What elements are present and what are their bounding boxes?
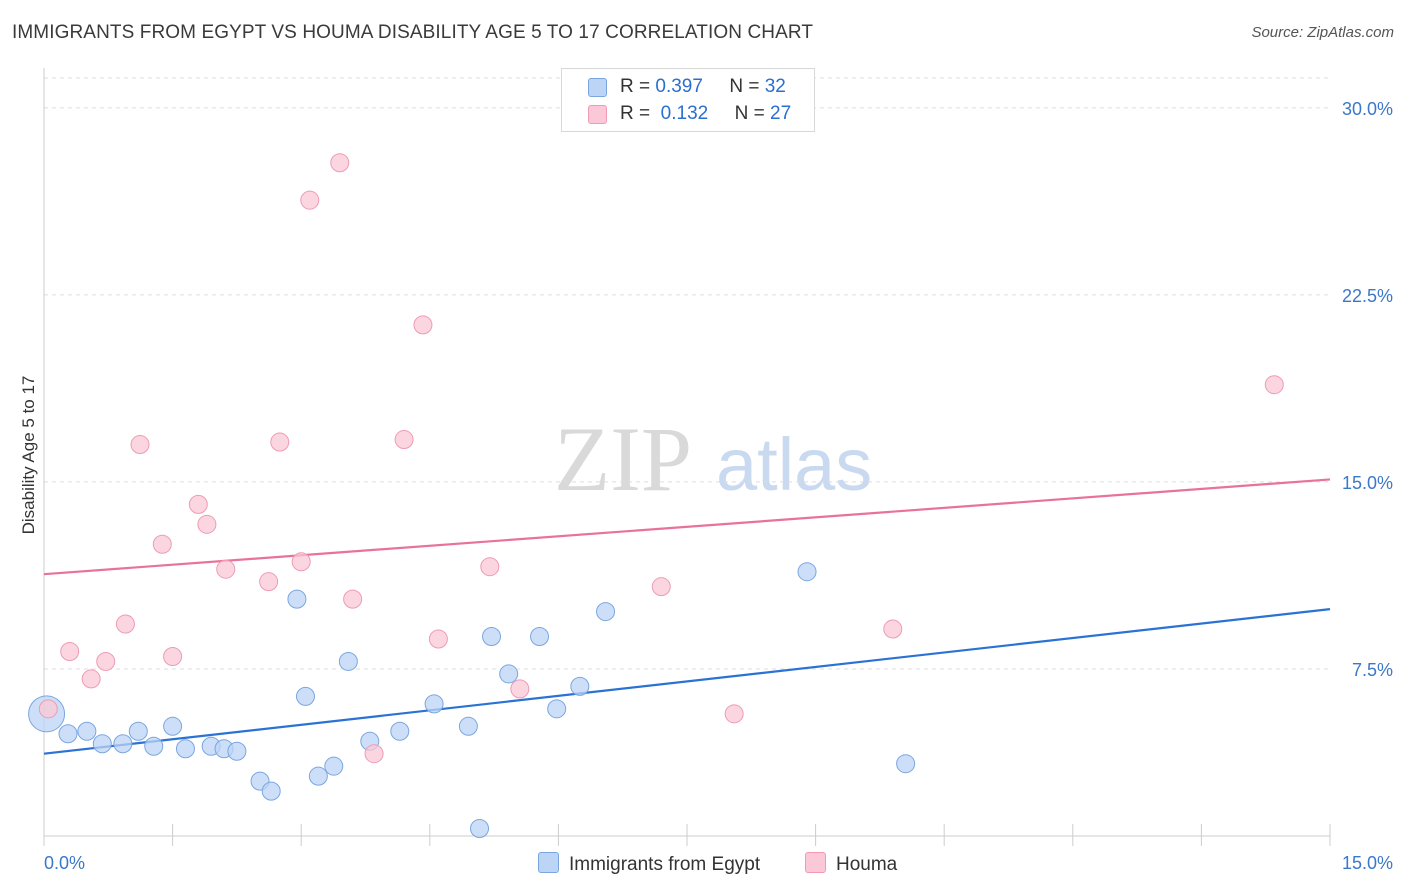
egypt-point <box>482 627 502 647</box>
legend-item-houma: Houma <box>805 852 897 876</box>
egypt-point <box>530 627 550 647</box>
houma-legend-swatch <box>805 852 826 873</box>
legend-item-egypt: Immigrants from Egypt <box>538 852 760 876</box>
egypt-point <box>308 766 328 786</box>
n-label: N = <box>729 76 760 97</box>
egypt-point <box>797 562 817 582</box>
egypt-point <box>424 694 444 714</box>
houma-point <box>1264 375 1284 395</box>
egypt-point <box>390 721 410 741</box>
egypt-point <box>77 721 97 741</box>
houma-point <box>188 494 208 514</box>
houma-trend-line <box>43 478 1331 576</box>
y-tick-label: 7.5% <box>1352 660 1393 680</box>
houma-point <box>291 552 311 572</box>
y-tick-label: 22.5% <box>1342 286 1393 306</box>
egypt-point <box>128 721 148 741</box>
houma-point <box>163 646 183 666</box>
houma-point <box>480 557 500 577</box>
egypt-point <box>499 664 519 684</box>
egypt-point <box>163 716 183 736</box>
houma-point <box>428 629 448 649</box>
trend-lines <box>43 478 1331 755</box>
houma-point <box>130 435 150 455</box>
r-label: R = <box>620 103 651 124</box>
egypt-point <box>261 781 281 801</box>
correlation-legend: R = 0.397 N = 32 R = 0.132 N = 27 <box>561 68 815 132</box>
egypt-point <box>113 734 133 754</box>
tick-labels: 7.5% 15.0% 22.5% 30.0% 0.0% 15.0% <box>44 99 1393 873</box>
houma-point <box>197 514 217 534</box>
houma-point <box>510 679 530 699</box>
y-axis-label: Disability Age 5 to 17 <box>19 376 38 535</box>
egypt-point <box>295 686 315 706</box>
x-tick-label-min: 0.0% <box>44 853 85 873</box>
houma-point <box>38 699 58 719</box>
houma-point <box>300 190 320 210</box>
n-value: 27 <box>770 103 792 124</box>
houma-point <box>216 559 236 579</box>
houma-point <box>96 651 116 671</box>
egypt-legend-label: Immigrants from Egypt <box>569 854 761 875</box>
houma-point <box>259 572 279 592</box>
houma-point <box>115 614 135 634</box>
houma-swatch <box>588 105 607 124</box>
egypt-point <box>58 724 78 744</box>
egypt-point <box>227 741 247 761</box>
houma-legend-label: Houma <box>836 854 898 875</box>
r-label: R = <box>620 76 651 97</box>
egypt-point <box>458 716 478 736</box>
n-label: N = <box>734 103 765 124</box>
egypt-point <box>896 754 916 774</box>
chart-title: IMMIGRANTS FROM EGYPT VS HOUMA DISABILIT… <box>12 22 814 43</box>
r-value: 0.132 <box>660 103 709 124</box>
n-value: 32 <box>764 76 786 97</box>
egypt-point <box>547 699 567 719</box>
y-tick-label: 15.0% <box>1342 473 1393 493</box>
houma-point <box>81 669 101 689</box>
houma-point <box>651 577 671 597</box>
egypt-point <box>144 736 164 756</box>
houma-point <box>270 432 290 452</box>
egypt-point <box>324 756 344 776</box>
r-value: 0.397 <box>655 76 703 97</box>
egypt-point <box>570 676 590 696</box>
houma-point <box>152 534 172 554</box>
egypt-point <box>175 739 195 759</box>
x-tick-label-max: 15.0% <box>1342 853 1393 873</box>
houma-point <box>883 619 903 639</box>
egypt-legend-swatch <box>538 852 559 873</box>
houma-point <box>364 744 384 764</box>
egypt-point <box>470 819 490 839</box>
egypt-trend-line <box>43 608 1331 755</box>
source-label: Source: ZipAtlas.com <box>1251 24 1394 41</box>
watermark-zip: ZIP <box>554 408 692 510</box>
houma-point <box>330 153 350 173</box>
houma-point <box>343 589 363 609</box>
houma-point <box>413 315 433 335</box>
grid-lines <box>44 77 1330 670</box>
egypt-swatch <box>588 78 607 97</box>
y-tick-label: 30.0% <box>1342 99 1393 119</box>
houma-point <box>60 641 80 661</box>
data-points <box>28 153 1284 839</box>
egypt-point <box>92 734 112 754</box>
houma-point <box>394 430 414 450</box>
egypt-point <box>338 651 358 671</box>
houma-point <box>724 704 744 724</box>
egypt-point <box>287 589 307 609</box>
watermark-atlas: atlas <box>716 423 872 506</box>
egypt-point <box>596 602 616 622</box>
